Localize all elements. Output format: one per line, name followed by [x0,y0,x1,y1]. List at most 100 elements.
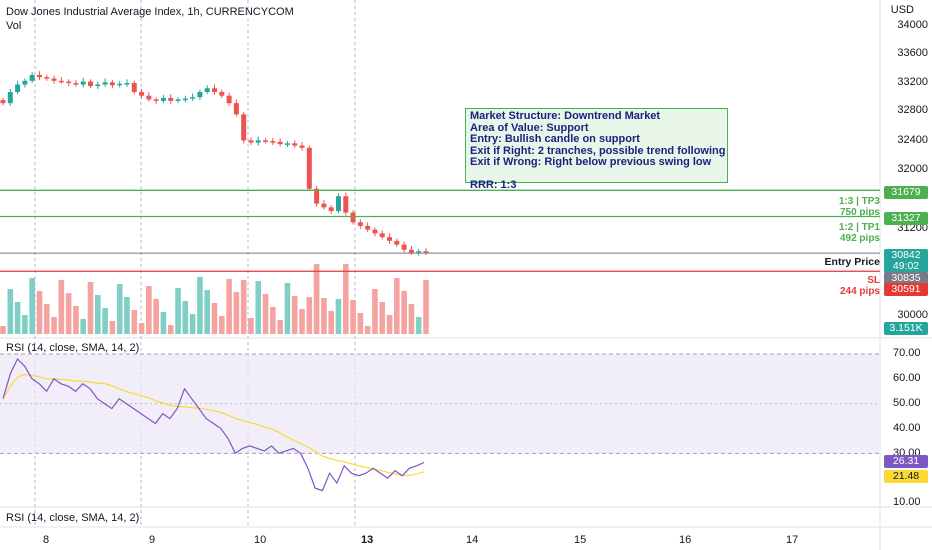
volume-bar [73,306,79,334]
candle-body [66,81,72,84]
volume-bar [138,323,145,334]
candle-body [160,97,166,101]
sl-label: SL 244 pips [840,275,880,297]
volume-bar [58,280,65,334]
volume-bar [22,315,28,334]
volume-bar [328,311,334,334]
candle-body [88,81,94,87]
tp3-pips: 750 pips [839,207,880,218]
candle-body [233,103,239,115]
volume-bar [14,302,21,334]
volume-bar [65,293,72,334]
volume-bar [248,318,254,334]
candle-body [15,84,21,92]
candle-body [350,212,356,223]
volume-bar [29,278,35,334]
candle-body [306,147,312,189]
candle-body [248,140,254,143]
annotation-line: RRR: 1:3 [470,179,517,191]
rsi-indicator-label-2[interactable]: RSI (14, close, SMA, 14, 2) [6,512,140,524]
volume-bar [211,303,218,334]
volume-bar [415,317,422,334]
rsi-tick: 40.00 [893,422,921,434]
rsi-line [2,357,425,492]
time-tick: 13 [361,534,374,546]
candle-body [263,140,269,142]
candle-body [255,140,261,143]
current-price-pill: 30842 [884,249,928,262]
annotation-line: Exit if Right: 2 tranches, possible tren… [470,144,726,157]
candle-body [277,141,283,145]
candle-body [124,83,130,85]
candle-body [357,222,363,226]
volume-bar [321,298,327,334]
volume-bar [131,310,138,334]
candle-body [168,97,174,101]
volume-bar [423,280,429,334]
candle-body [343,196,349,213]
candle-body [0,100,6,104]
candle-body [204,88,210,92]
candle-body [372,229,378,234]
candle-body [379,233,385,238]
volume-bar [43,304,50,334]
volume-bar [87,282,94,334]
volume-bar [160,312,167,334]
volume-pill: 3.151K [884,322,928,335]
volume-bar [255,281,262,334]
currency-label: USD [890,4,914,16]
volume-bar [277,320,283,334]
price-tick: 32800 [897,104,928,116]
candle-body [153,99,159,101]
volume-bar [0,326,6,334]
trade-plan-annotation[interactable]: Market Structure: Downtrend Market Area … [465,108,728,191]
volume-bar [197,277,203,334]
volume-bar [153,299,159,334]
annotation-line: Market Structure: Downtrend Market [470,110,661,122]
candle-body [197,91,203,98]
entry-price-pill: 30835 [884,272,928,285]
rsi-tick: 10.00 [893,496,921,508]
volume-bar [364,326,371,334]
volume-bar [116,284,123,334]
candle-body [423,251,429,253]
volume-bar [233,292,240,334]
candle-body [226,95,232,104]
candle-body [241,114,247,141]
time-tick: 10 [254,534,267,546]
entry-price-label: Entry Price [824,256,880,268]
tp3-price-pill: 31679 [884,186,928,199]
time-tick: 8 [43,534,50,546]
time-tick: 17 [786,534,799,546]
volume-bar [36,291,43,334]
candle-body [284,143,290,145]
volume-bar [218,316,225,334]
tp1-pips: 492 pips [839,233,880,244]
volume-bar [372,289,378,334]
volume-bar [350,300,356,334]
candle-body [51,78,57,81]
candle-body [408,249,414,253]
volume-bar [146,286,152,334]
candle-body [270,141,276,143]
volume-indicator-label[interactable]: Vol [6,20,22,32]
volume-bar [189,314,196,334]
rsi-tick: 70.00 [893,347,921,359]
volume-bar [51,317,57,334]
rsi-indicator-label[interactable]: RSI (14, close, SMA, 14, 2) [6,342,140,354]
tp3-ratio: 1:3 | TP3 [838,196,880,207]
candle-body [365,225,371,230]
candle-body [182,98,188,101]
volume-bar [109,321,116,334]
volume-bar [226,279,232,334]
volume-bar [95,295,101,334]
volume-bar [124,297,130,334]
candle-body [212,88,217,92]
tp3-label: 1:3 | TP3 750 pips [839,196,880,218]
volume-bar [313,264,320,334]
candle-body [22,80,28,85]
volume-bar [379,302,386,334]
sl-price-pill: 30591 [884,283,928,296]
candle-body [95,84,101,87]
